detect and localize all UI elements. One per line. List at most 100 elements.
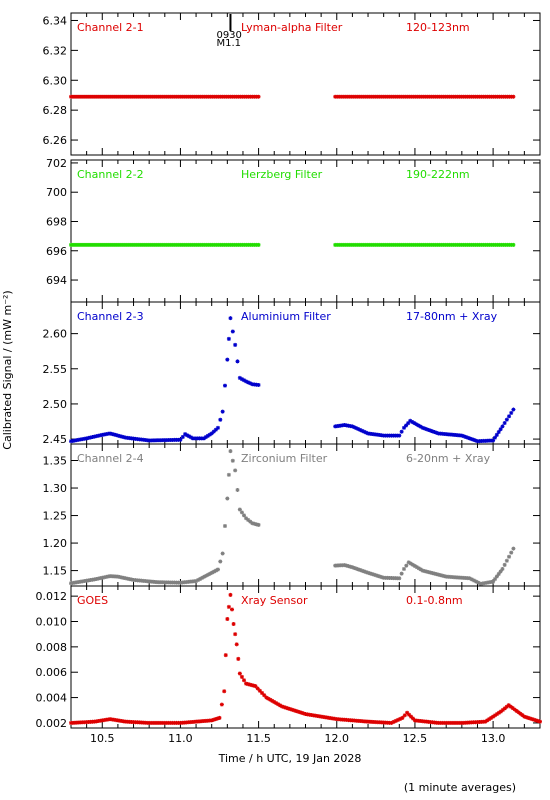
data-point: [210, 570, 215, 575]
data-point: [399, 94, 404, 99]
data-point: [357, 94, 362, 99]
data-point: [502, 562, 507, 567]
data-point: [367, 242, 372, 247]
data-point: [412, 563, 417, 568]
data-point: [502, 421, 507, 426]
data-point: [245, 682, 250, 687]
data-point: [476, 580, 481, 585]
data-point: [463, 94, 468, 99]
panel-label-band: 6-20nm + Xray: [406, 452, 491, 465]
data-point: [365, 242, 370, 247]
y-tick-label: 0.012: [36, 590, 68, 603]
data-point: [512, 707, 517, 712]
data-point: [405, 710, 410, 715]
data-point: [416, 423, 421, 428]
data-point: [297, 710, 302, 715]
data-point: [532, 717, 537, 722]
data-point: [385, 242, 390, 247]
data-point: [345, 94, 350, 99]
data-point: [389, 242, 394, 247]
data-point: [389, 720, 394, 725]
data-point: [254, 382, 259, 387]
data-point: [516, 710, 521, 715]
data-point: [412, 421, 417, 426]
data-point: [260, 691, 265, 696]
data-point: [467, 576, 472, 581]
data-point: [484, 580, 489, 585]
data-point: [479, 94, 484, 99]
data-point: [362, 569, 367, 574]
data-point: [223, 653, 228, 658]
panel-frame: [70, 585, 541, 729]
data-point: [475, 94, 480, 99]
data-point: [505, 242, 510, 247]
data-point: [363, 242, 368, 247]
data-point: [373, 242, 378, 247]
data-point: [377, 242, 382, 247]
data-point: [335, 94, 340, 99]
data-point: [391, 94, 396, 99]
data-series-4: [69, 449, 516, 586]
y-tick-label: 702: [46, 157, 67, 170]
data-point: [496, 430, 501, 435]
data-point: [237, 375, 242, 380]
y-tick-label: 6.28: [43, 104, 68, 117]
data-point: [485, 94, 490, 99]
data-point: [419, 94, 424, 99]
data-point: [377, 94, 382, 99]
data-point: [403, 94, 408, 99]
data-point: [459, 94, 464, 99]
data-point: [522, 714, 527, 719]
data-point: [409, 714, 414, 719]
data-point: [251, 683, 256, 688]
data-point: [426, 427, 431, 432]
data-point: [499, 242, 504, 247]
data-point: [249, 683, 254, 688]
data-point: [193, 436, 198, 441]
data-point: [349, 242, 354, 247]
data-point: [500, 566, 505, 571]
data-point: [432, 571, 437, 576]
data-point: [401, 94, 406, 99]
panel-label-band: 190-222nm: [406, 168, 470, 181]
data-point: [190, 436, 195, 441]
data-point: [244, 516, 249, 521]
data-point: [343, 94, 348, 99]
data-point: [481, 94, 486, 99]
data-point: [401, 566, 406, 571]
data-point: [500, 424, 505, 429]
data-point: [423, 94, 428, 99]
data-point: [225, 357, 230, 362]
data-point: [397, 576, 402, 581]
data-point: [256, 242, 261, 247]
data-point: [280, 704, 285, 709]
data-point: [233, 632, 238, 637]
data-point: [434, 430, 439, 435]
panel-5: 0.002 0.004 0.006 0.008 0.010 0.012 GOES Xray S…: [36, 585, 542, 745]
data-point: [483, 94, 488, 99]
data-point: [483, 242, 488, 247]
data-point: [244, 681, 249, 686]
data-point: [510, 706, 515, 711]
data-point: [478, 581, 483, 586]
data-point: [504, 558, 509, 563]
data-point: [461, 434, 466, 439]
data-point: [538, 719, 542, 724]
data-point: [387, 242, 392, 247]
data-point: [423, 242, 428, 247]
data-point: [411, 94, 416, 99]
y-tick-label: 1.30: [43, 482, 68, 495]
data-point: [350, 424, 355, 429]
data-point: [465, 242, 470, 247]
data-point: [505, 94, 510, 99]
data-point: [359, 94, 364, 99]
data-point: [399, 242, 404, 247]
y-tick-label: 1.15: [43, 565, 68, 578]
data-point: [482, 581, 487, 586]
data-point: [413, 94, 418, 99]
data-point: [481, 242, 486, 247]
data-point: [393, 718, 398, 723]
data-point: [235, 359, 240, 364]
data-point: [375, 94, 380, 99]
